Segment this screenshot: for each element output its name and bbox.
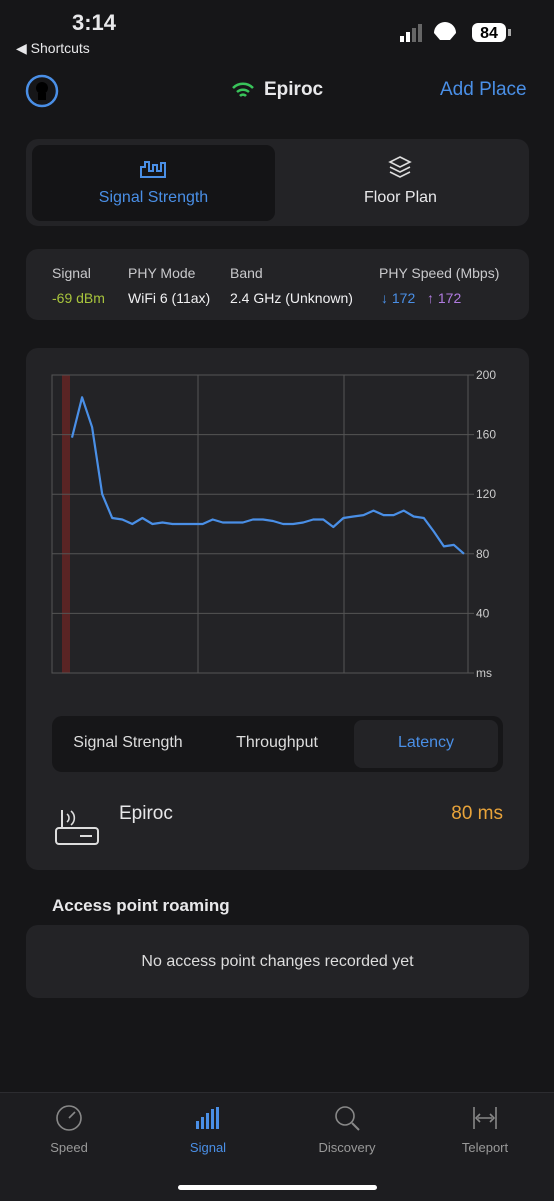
battery-level: 84 <box>480 25 498 42</box>
device-name: Epiroc <box>119 803 173 824</box>
add-place[interactable]: Add Place <box>440 79 527 100</box>
floor-icon <box>388 156 412 178</box>
device-latency: 80 ms <box>451 803 503 824</box>
home-indicator <box>178 1185 377 1190</box>
info-label: Band <box>230 265 263 281</box>
view-tabs: Signal Strength Floor Plan <box>26 139 529 226</box>
chart-card: ms 40 80 120 160 200 Signal Strength Throughp… <box>26 348 529 870</box>
empty-message: No access point changes recorded yet <box>141 953 414 970</box>
metric-selected[interactable] <box>354 720 498 768</box>
tab-label[interactable]: Signal Strength <box>98 189 209 206</box>
plot-frame <box>51 374 469 674</box>
speed-icon[interactable] <box>54 1103 84 1133</box>
header-title: Epiroc <box>264 79 324 100</box>
y-tick-label: 80 <box>476 547 490 561</box>
info-label: PHY Mode <box>128 265 196 281</box>
latency-chart: ms 40 80 120 160 200 <box>51 368 496 680</box>
status-icons: 84 <box>400 22 511 42</box>
info-label: PHY Speed (Mbps) <box>379 265 500 281</box>
tab-bar: Speed Signal Discovery Teleport <box>0 1092 554 1201</box>
nav-label[interactable]: Speed <box>50 1140 88 1155</box>
discovery-icon[interactable] <box>332 1103 362 1133</box>
signal-value: -69 dBm <box>52 290 105 306</box>
speed-down: ↓ 172 <box>381 290 416 306</box>
info-card: Signal PHY Mode Band PHY Speed (Mbps) -6… <box>26 249 529 320</box>
nav-label[interactable]: Signal <box>189 1140 227 1155</box>
tab-label[interactable]: Floor Plan <box>364 189 437 206</box>
signal-icon <box>140 161 166 178</box>
clock: 3:14 <box>72 10 117 35</box>
roaming-card: No access point changes recorded yet <box>26 925 529 998</box>
router-icon <box>55 810 99 845</box>
highlight-band <box>62 375 70 673</box>
nav-label[interactable]: Teleport <box>461 1140 509 1155</box>
profile-button[interactable] <box>24 73 60 109</box>
teleport-icon[interactable] <box>470 1103 500 1133</box>
phy-mode: WiFi 6 (11ax) <box>128 290 211 306</box>
info-label: Signal <box>52 265 91 281</box>
band: 2.4 GHz (Unknown) <box>230 290 353 306</box>
section-title: Access point roaming <box>52 896 230 915</box>
y-tick-label: ms <box>476 666 492 680</box>
y-tick-label: 40 <box>476 606 490 620</box>
nav-label[interactable]: Discovery <box>318 1140 376 1155</box>
metric-tabs: Signal Strength Throughput Latency <box>52 716 503 772</box>
tab-selected[interactable] <box>32 145 275 221</box>
speed-up: ↑ 172 <box>427 290 462 306</box>
signal-nav-icon[interactable] <box>194 1105 222 1131</box>
metric-tab[interactable]: Signal Strength <box>73 734 183 751</box>
metric-tab[interactable]: Latency <box>397 734 455 751</box>
latency-line <box>70 396 465 555</box>
metric-tab[interactable]: Throughput <box>236 734 318 751</box>
y-tick-label: 200 <box>476 368 496 382</box>
wifi-icon <box>232 82 254 97</box>
back-link[interactable]: ◀ Shortcuts <box>16 40 90 56</box>
y-tick-label: 120 <box>476 487 496 501</box>
y-tick-label: 160 <box>476 428 496 442</box>
